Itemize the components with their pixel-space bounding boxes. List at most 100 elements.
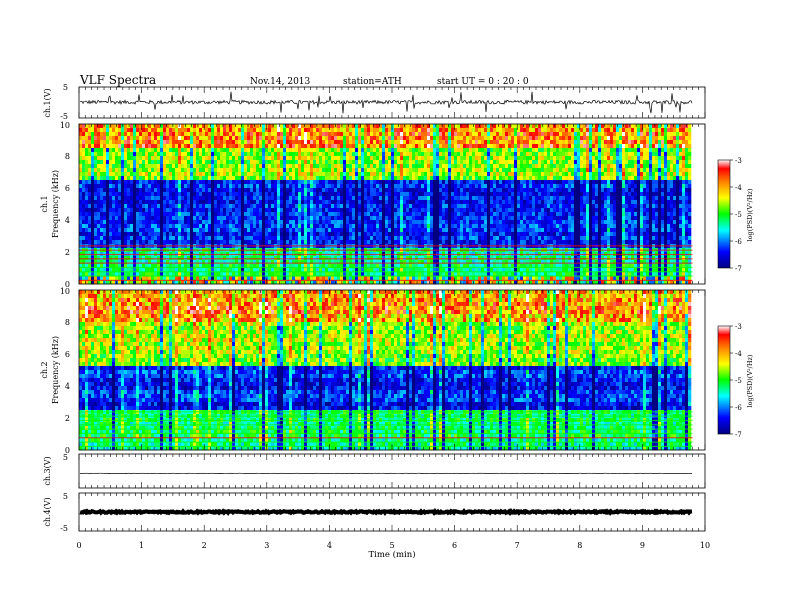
spectrogram-cell (628, 132, 632, 137)
spectrogram-cell (202, 124, 206, 129)
spectrogram-cell (331, 144, 335, 149)
spectrogram-cell (637, 144, 641, 149)
spectrogram-cell (124, 144, 128, 149)
spectrogram-cell (253, 204, 257, 209)
spectrogram-cell (136, 180, 140, 185)
spectrogram-cell (259, 136, 263, 141)
spectrogram-cell (637, 148, 641, 153)
spectrogram-cell (301, 160, 305, 165)
spectrogram-cell (427, 124, 431, 129)
spectrogram-cell (490, 212, 494, 217)
spectrogram-cell (655, 144, 659, 149)
spectrogram-cell (514, 148, 518, 153)
spectrogram-cell (547, 128, 551, 133)
spectrogram-cell (277, 184, 281, 189)
spectrogram-cell (601, 164, 605, 169)
spectrogram-cell (250, 180, 254, 185)
spectrogram-cell (142, 164, 146, 169)
spectrogram-cell (667, 176, 671, 181)
spectrogram-cell (250, 144, 254, 149)
spectrogram-cell (238, 168, 242, 173)
spectrogram-cell (331, 128, 335, 133)
spectrogram-cell (262, 204, 266, 209)
spectrogram-cell (520, 124, 524, 129)
spectrogram-cell (541, 132, 545, 137)
spectrogram-cell (121, 176, 125, 181)
spectrogram-cell (529, 208, 533, 213)
spectrogram-cell (607, 140, 611, 145)
spectrogram-cell (574, 176, 578, 181)
spectrogram-cell (580, 132, 584, 137)
spectrogram-cell (247, 136, 251, 141)
spectrogram-cell (379, 124, 383, 129)
spectrogram-cell (262, 152, 266, 157)
spectrogram-cell (451, 148, 455, 153)
spectrogram-cell (379, 148, 383, 153)
spectrogram-cell (469, 176, 473, 181)
spectrogram-cell (133, 176, 137, 181)
spectrogram-cell (376, 144, 380, 149)
spectrogram-cell (679, 164, 683, 169)
spectrogram-cell (262, 124, 266, 129)
spectrogram-cell (478, 172, 482, 177)
spectrogram-cell (580, 200, 584, 205)
spectrogram-cell (280, 188, 284, 193)
spectrogram-cell (652, 164, 656, 169)
spectrogram-cell (646, 212, 650, 217)
spectrogram-cell (526, 172, 530, 177)
spectrogram-cell (463, 208, 467, 213)
spectrogram-cell (562, 152, 566, 157)
spectrogram-cell (166, 204, 170, 209)
spectrogram-cell (604, 212, 608, 217)
spectrogram-cell (358, 144, 362, 149)
spectrogram-cell (415, 136, 419, 141)
spectrogram-cell (493, 140, 497, 145)
spectrogram-cell (442, 148, 446, 153)
spectrogram-cell (106, 160, 110, 165)
spectrogram-cell (484, 160, 488, 165)
spectrogram-cell (442, 188, 446, 193)
spectrogram-cell (616, 208, 620, 213)
spectrogram-cell (370, 184, 374, 189)
spectrogram-cell (91, 204, 95, 209)
spectrogram-cell (415, 188, 419, 193)
spectrogram-cell (529, 200, 533, 205)
spectrogram-cell (571, 172, 575, 177)
spectrogram-cell (100, 140, 104, 145)
spectrogram-cell (637, 164, 641, 169)
spectrogram-cell (352, 164, 356, 169)
spectrogram-cell (220, 172, 224, 177)
spectrogram-cell (439, 180, 443, 185)
spectrogram-cell (412, 176, 416, 181)
spectrogram-cell (463, 172, 467, 177)
spectrogram-cell (433, 200, 437, 205)
spectrogram-cell (523, 136, 527, 141)
spectrogram-cell (112, 204, 116, 209)
spectrogram-cell (403, 188, 407, 193)
spectrogram-cell (112, 128, 116, 133)
spectrogram-cell (322, 144, 326, 149)
spectrogram-cell (85, 200, 89, 205)
spectrogram-cell (433, 152, 437, 157)
spectrogram-cell (226, 148, 230, 153)
spectrogram-cell (385, 184, 389, 189)
spectrogram-cell (121, 160, 125, 165)
spectrogram-cell (535, 204, 539, 209)
spectrogram-cell (106, 128, 110, 133)
spectrogram-cell (235, 196, 239, 201)
spectrogram-cell (169, 188, 173, 193)
spectrogram-cell (400, 164, 404, 169)
spectrogram-cell (277, 144, 281, 149)
spectrogram-cell (382, 172, 386, 177)
spectrogram-cell (100, 144, 104, 149)
spectrogram-cell (271, 160, 275, 165)
spectrogram-cell (508, 132, 512, 137)
spectrogram-cell (289, 184, 293, 189)
spectrogram-cell (388, 136, 392, 141)
spectrogram-cell (412, 172, 416, 177)
spectrogram-cell (583, 212, 587, 217)
spectrogram-cell (427, 140, 431, 145)
spectrogram-cell (247, 128, 251, 133)
spectrogram-cell (412, 140, 416, 145)
spectrogram-cell (415, 168, 419, 173)
